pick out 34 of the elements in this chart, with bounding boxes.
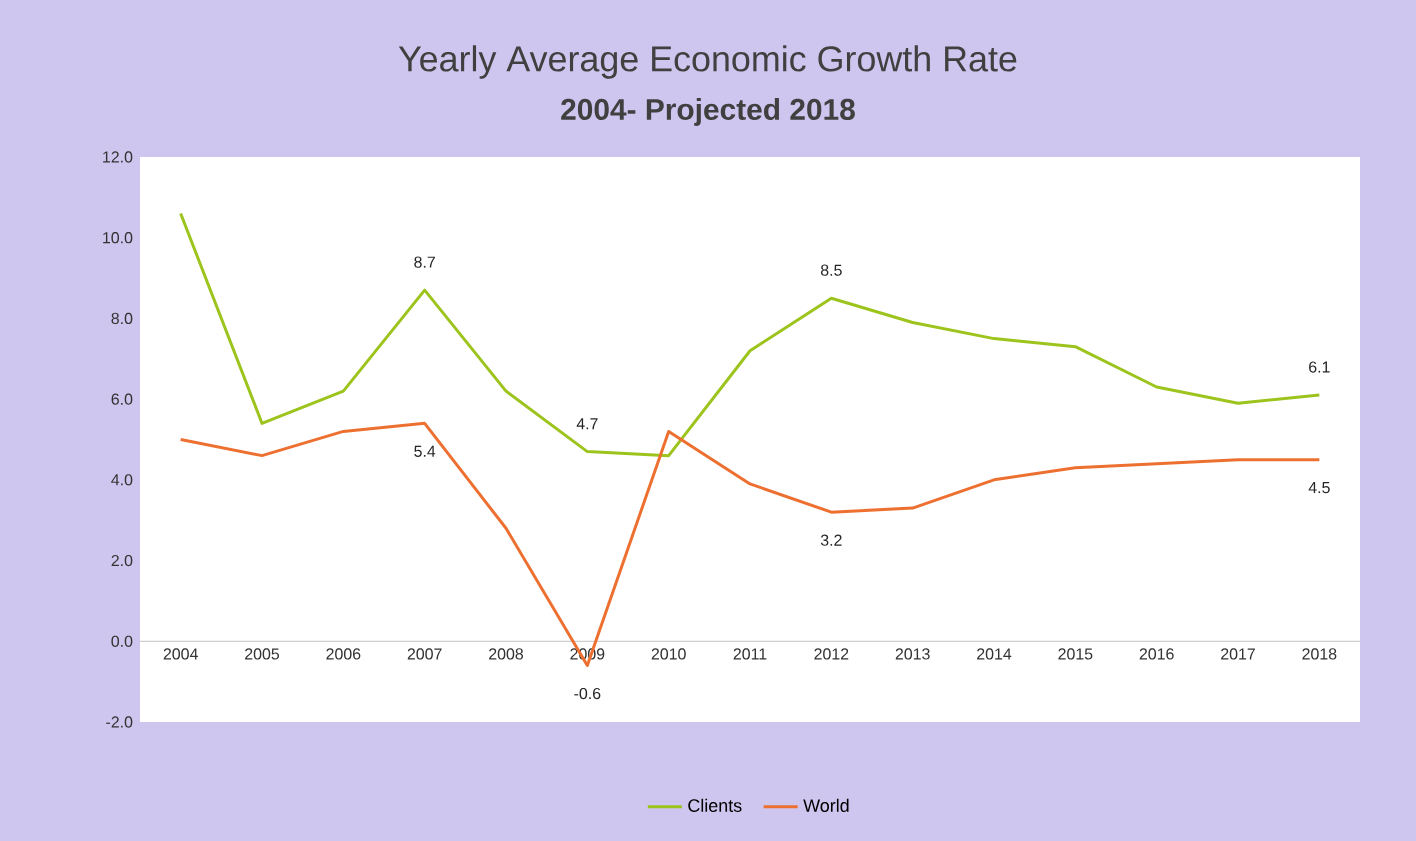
- chart-subtitle: 2004- Projected 2018: [561, 98, 855, 126]
- x-tick-label: 2005: [245, 648, 280, 660]
- y-tick-label: -2.0: [106, 716, 133, 728]
- x-tick-label: 2004: [163, 648, 198, 660]
- y-tick-label: 0.0: [111, 635, 133, 647]
- x-tick-label: 2008: [489, 648, 524, 660]
- x-tick-label: 2013: [895, 648, 930, 660]
- data-label: 8.5: [820, 264, 842, 276]
- x-tick-label: 2018: [1302, 648, 1337, 660]
- x-tick-label: 2017: [1221, 648, 1255, 660]
- data-label: 4.5: [1308, 482, 1330, 494]
- legend-label: World: [803, 798, 849, 812]
- data-label: -0.6: [574, 687, 601, 700]
- data-label: 4.7: [576, 418, 598, 430]
- data-label: 8.7: [414, 256, 435, 268]
- y-tick-label: 6.0: [111, 393, 133, 405]
- x-tick-label: 2010: [651, 648, 686, 660]
- x-tick-label: 2015: [1058, 648, 1093, 660]
- y-tick-label: 8.0: [111, 312, 133, 325]
- y-tick-label: 2.0: [111, 554, 133, 567]
- data-label: 5.4: [414, 445, 436, 457]
- y-tick-label: 12.0: [103, 151, 133, 163]
- chart-title: Yearly Average Economic Growth Rate: [398, 45, 1017, 79]
- data-label: 3.2: [820, 534, 842, 546]
- x-tick-label: 2014: [977, 648, 1012, 660]
- x-tick-label: 2006: [326, 648, 361, 660]
- x-tick-label: 2012: [814, 648, 849, 660]
- data-label: 6.1: [1309, 361, 1330, 373]
- x-tick-label: 2007: [407, 648, 442, 660]
- x-tick-label: 2011: [733, 648, 767, 660]
- x-tick-label: 2016: [1139, 648, 1174, 660]
- legend-label: Clients: [688, 798, 742, 812]
- y-tick-label: 10.0: [103, 232, 133, 244]
- y-tick-label: 4.0: [111, 474, 133, 486]
